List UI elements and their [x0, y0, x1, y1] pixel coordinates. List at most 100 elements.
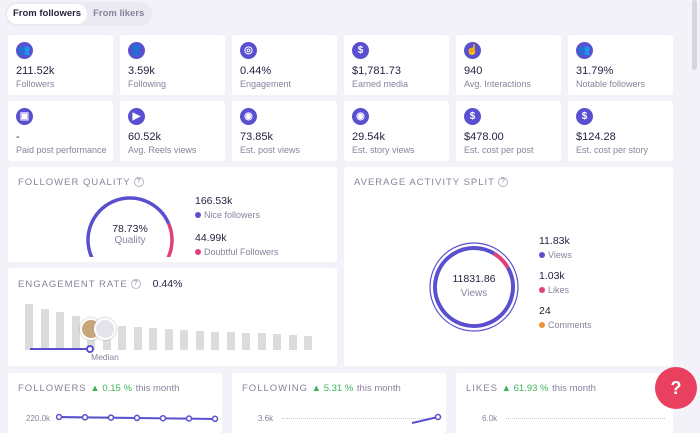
help-icon[interactable]: ? [497, 177, 508, 188]
stat-card: 👥 211.52k Followers [8, 35, 113, 95]
activity-split-card: AVERAGE ACTIVITY SPLIT? 11831.86 Views 1… [344, 167, 673, 366]
stat-label: Est. cost per story [576, 145, 649, 155]
stat-label: Engagement [240, 79, 292, 89]
histogram-bar [304, 336, 312, 350]
histogram-bar [211, 331, 219, 350]
stat-value: 211.52k [16, 65, 55, 77]
eye-icon: ◉ [240, 108, 257, 125]
stat-value: $124.28 [576, 131, 616, 143]
stat-card: 👥 31.79% Notable followers [568, 35, 673, 95]
tab-from-followers[interactable]: From followers [7, 4, 88, 24]
histogram-bar [149, 327, 157, 350]
histogram-bar [118, 326, 126, 350]
gridline [506, 418, 665, 419]
engagement-histogram [25, 302, 325, 350]
eye-icon: ◉ [352, 108, 369, 125]
data-point [185, 415, 193, 422]
scrollbar[interactable] [692, 0, 697, 70]
stat-label: Notable followers [576, 79, 646, 89]
stat-value: 940 [464, 65, 483, 77]
quality-legend: 166.53k Nice followers 44.99k Doubtful F… [195, 195, 279, 257]
activity-legend: 11.83k Views 1.03k Likes 24 Comments [539, 235, 592, 330]
notable-users-icon: 👥 [576, 42, 593, 59]
dollar-icon: $ [464, 108, 481, 125]
stat-label: Followers [16, 79, 55, 89]
histogram-bar [164, 328, 173, 350]
histogram-bar [180, 330, 188, 350]
stat-card: 👤 3.59k Following [120, 35, 225, 95]
target-icon: ◎ [240, 42, 257, 59]
stat-value: 31.79% [576, 65, 614, 77]
stat-label: Est. story views [352, 145, 415, 155]
data-point [159, 414, 167, 422]
stat-value: 73.85k [240, 131, 274, 143]
followers-line [56, 413, 219, 423]
data-point [56, 413, 63, 421]
tab-from-likers[interactable]: From likers [93, 8, 145, 19]
stat-value: - [16, 131, 20, 143]
stat-label: Est. post views [240, 145, 301, 155]
avatar-placeholder[interactable] [94, 318, 116, 340]
histogram-bar [273, 333, 281, 350]
histogram-bar [25, 304, 33, 350]
stat-card: $ $478.00 Est. cost per post [456, 101, 561, 161]
stat-label: Paid post performance [16, 145, 107, 155]
help-icon[interactable]: ? [130, 279, 141, 290]
legend-dot [539, 322, 545, 328]
following-line [412, 413, 442, 424]
legend-dot [195, 212, 201, 218]
engagement-rate-value: 0.44% [152, 278, 183, 290]
quality-center: 78.73% Quality [112, 223, 148, 246]
stat-label: Earned media [352, 79, 409, 89]
stat-card: ▣ - Paid post performance [8, 101, 113, 161]
stat-value: 3.59k [128, 65, 155, 77]
donut-center: 11831.86 Views [452, 273, 496, 299]
stat-card: ◉ 73.85k Est. post views [232, 101, 337, 161]
stat-label: Est. cost per post [464, 145, 534, 155]
trend-card-following: FOLLOWING ▲ 5.31 % this month 3.6k [232, 373, 446, 433]
histogram-bar [71, 316, 80, 350]
stat-value: 0.44% [240, 65, 272, 77]
stat-card: ◉ 29.54k Est. story views [344, 101, 449, 161]
median-marker[interactable] [86, 345, 94, 353]
followers-icon: 👥 [16, 42, 33, 59]
axis-tick: 3.6k [258, 414, 274, 423]
data-point [434, 413, 442, 421]
legend-dot [195, 249, 201, 255]
follower-quality-title: FOLLOWER QUALITY [18, 177, 131, 188]
dollar-icon: $ [352, 42, 369, 59]
help-chat-button[interactable]: ? [655, 367, 697, 409]
data-point [81, 414, 89, 421]
stat-value: 29.54k [352, 131, 386, 143]
stat-card: $ $1,781.73 Earned media [344, 35, 449, 95]
histogram-bar [56, 312, 64, 350]
stat-value: $478.00 [464, 131, 504, 143]
play-icon: ▶ [128, 108, 145, 125]
data-point [133, 414, 141, 422]
trend-card-likes: LIKES ▲ 61.93 % this month 6.0k [456, 373, 673, 433]
paid-post-icon: ▣ [16, 108, 33, 125]
stat-label: Avg. Interactions [464, 79, 531, 89]
stat-label: Following [128, 79, 167, 89]
gridline [282, 418, 438, 419]
axis-tick: 6.0k [482, 414, 498, 423]
data-point [107, 414, 115, 421]
activity-donut [429, 242, 519, 332]
legend-dot [539, 287, 545, 293]
legend-dot [539, 252, 545, 258]
dollar-icon: $ [576, 108, 593, 125]
histogram-bar [257, 333, 266, 350]
histogram-bar [195, 331, 204, 350]
stat-card: $ $124.28 Est. cost per story [568, 101, 673, 161]
follower-quality-card: FOLLOWER QUALITY? 78.73% Quality 166.53k… [8, 167, 337, 262]
activity-split-title: AVERAGE ACTIVITY SPLIT [354, 177, 495, 188]
trend-card-followers: FOLLOWERS ▲ 0.15 % this month 220.0k [8, 373, 222, 433]
help-icon[interactable]: ? [133, 177, 144, 188]
stat-card: ▶ 60.52k Avg. Reels views [120, 101, 225, 161]
following-icon: 👤 [128, 42, 145, 59]
source-tabs: From followers From likers [5, 2, 153, 26]
stat-label: Avg. Reels views [128, 145, 197, 155]
median-line [30, 348, 90, 350]
stat-value: $1,781.73 [352, 65, 401, 77]
axis-tick: 220.0k [26, 414, 51, 423]
